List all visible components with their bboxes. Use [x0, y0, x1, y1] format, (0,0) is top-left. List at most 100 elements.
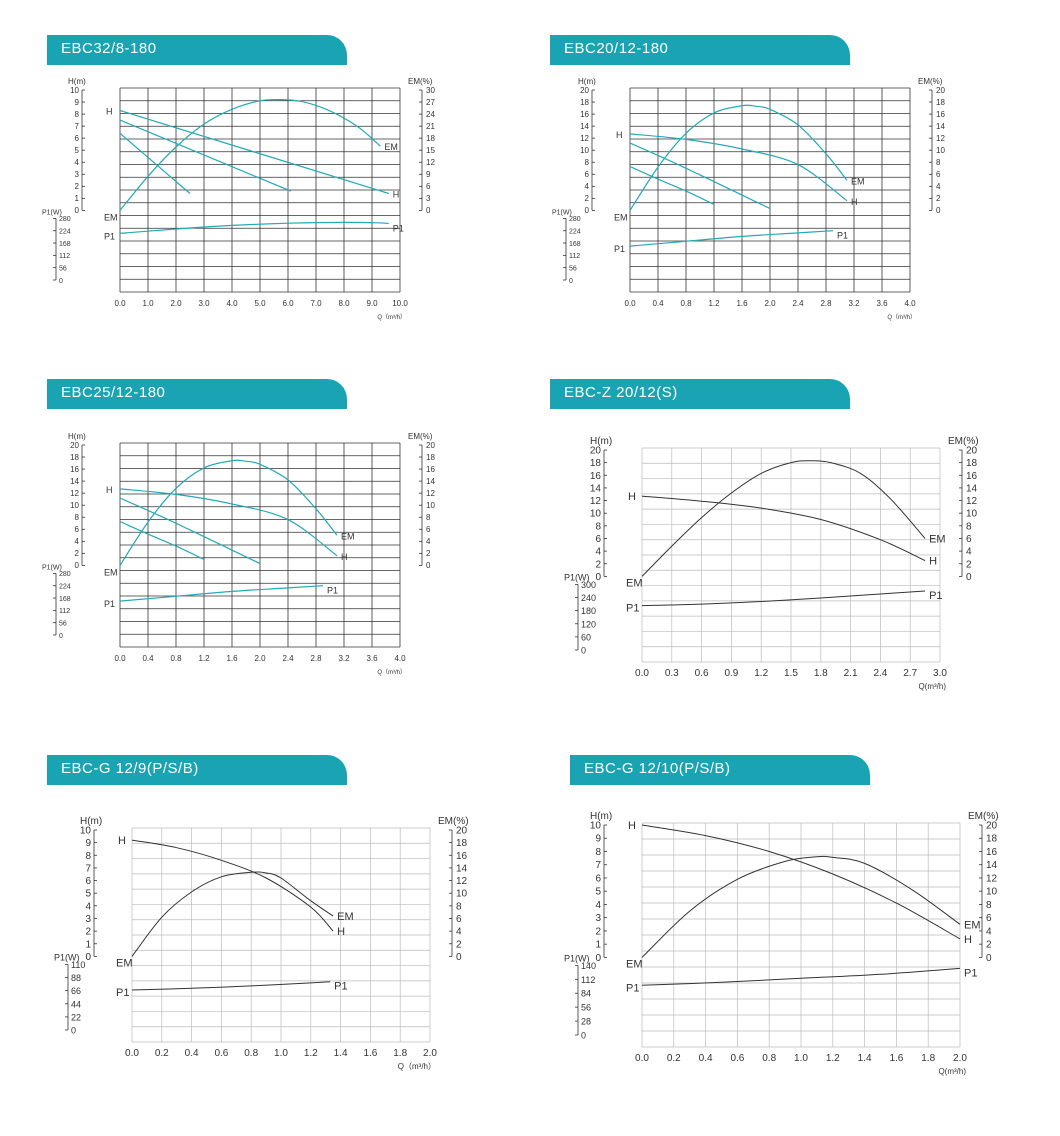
h-curve: [119, 119, 292, 192]
h-curve-label-start: H: [628, 820, 636, 832]
p1-axis-tick-label: 120: [581, 619, 596, 629]
h-curve: [119, 520, 205, 560]
p1-axis-tick-label: 280: [59, 571, 71, 578]
h-curve: [641, 495, 926, 562]
h-axis-tick-label: 18: [70, 453, 79, 462]
p1-curve-label-start: P1: [104, 231, 115, 241]
em-axis-tick-label: 12: [426, 489, 435, 498]
em-axis-tick-label: 12: [456, 876, 468, 887]
h-curve-label-end: H: [337, 926, 345, 938]
pump-curve-chart: H(m)20181614121086420P1(W)28022416811256…: [552, 77, 945, 321]
x-axis-tick-label: 1.2: [198, 654, 210, 663]
p1-curve-label-end: P1: [334, 981, 347, 993]
x-axis-tick-label: 1.8: [814, 668, 828, 679]
em-axis-tick-label: 18: [936, 98, 945, 107]
h-axis-tick-label: 3: [75, 170, 80, 179]
p1-curve: [641, 967, 961, 986]
em-axis-tick-label: 10: [456, 889, 468, 900]
h-axis-tick-label: 3: [595, 913, 601, 924]
em-axis-tick-label: 8: [456, 901, 462, 912]
h-axis-tick-label: 20: [70, 441, 79, 450]
h-axis-tick-label: 8: [75, 513, 80, 522]
h-axis-tick-label: 10: [590, 509, 602, 520]
p1-axis-tick-label: 112: [59, 253, 70, 260]
em-axis-tick-label: 8: [426, 513, 431, 522]
h-axis-tick-label: 14: [580, 122, 589, 131]
h-curve: [641, 824, 961, 940]
p1-curve: [119, 221, 389, 234]
x-axis-tick-label: 0.8: [680, 299, 692, 308]
em-axis-tick-label: 20: [986, 821, 998, 832]
h-axis-tick-label: 5: [595, 887, 601, 898]
x-axis-tick-label: 1.4: [334, 1048, 348, 1059]
h-axis-tick-label: 12: [70, 489, 79, 498]
em-curve-label-end: EM: [929, 533, 946, 545]
h-curve-label-end: H: [341, 552, 348, 562]
x-axis-tick-label: 0.4: [142, 654, 154, 663]
h-curve-label-end: H: [393, 190, 400, 200]
p1-axis-tick-label: 140: [581, 961, 596, 971]
chart-title: EBC25/12-180: [61, 384, 166, 401]
h-axis-tick-label: 0: [585, 206, 590, 215]
x-axis-tick-label: 4.0: [226, 299, 238, 308]
h-axis-tick-label: 12: [590, 496, 602, 507]
h-axis-tick-label: 8: [595, 847, 601, 858]
p1-axis-tick-label: 300: [581, 580, 596, 590]
p1-axis-tick-label: 224: [569, 229, 581, 236]
x-axis-label: Q（m³/h）: [398, 1062, 436, 1071]
h-axis-tick-label: 8: [75, 110, 80, 119]
p1-axis-tick-label: 224: [59, 229, 71, 236]
h-axis-tick-label: 7: [85, 863, 91, 874]
p1-curve-label-end: P1: [837, 231, 848, 241]
h-curve-label-end: H: [929, 556, 937, 568]
x-axis-tick-label: 6.0: [282, 299, 294, 308]
em-axis-tick-label: 6: [456, 914, 462, 925]
em-axis-tick-label: 8: [966, 521, 972, 532]
em-axis-tick-label: 2: [966, 559, 972, 570]
p1-axis-label: P1(W): [54, 952, 80, 962]
p1-curve-label-start: P1: [626, 603, 639, 615]
h-axis-tick-label: 2: [585, 194, 590, 203]
p1-axis-tick-label: 66: [71, 986, 81, 996]
x-axis-tick-label: 3.0: [198, 299, 210, 308]
pump-curve-chart: H(m)109876543210P1(W)1401128456280EM(%)2…: [564, 811, 999, 1076]
em-axis-label: EM(%): [408, 432, 433, 441]
h-curve-label-start: H: [106, 485, 113, 495]
em-curve: [641, 855, 961, 958]
p1-axis-tick-label: 224: [59, 584, 71, 591]
em-axis-tick-label: 12: [936, 134, 945, 143]
pump-curve-chart: H(m)109876543210P1(W)110886644220EM(%)20…: [54, 816, 469, 1071]
p1-axis-tick-label: 0: [569, 278, 573, 285]
h-axis-tick-label: 2: [595, 559, 601, 570]
x-axis-tick-label: 1.2: [826, 1053, 840, 1064]
x-axis-tick-label: 1.6: [226, 654, 238, 663]
chart-title-bar: EBC-G 12/10(P/S/B): [570, 755, 870, 785]
em-axis-tick-label: 0: [426, 206, 431, 215]
em-curve-label-start: EM: [104, 212, 118, 222]
h-axis-tick-label: 7: [75, 122, 80, 131]
chart-title-bar: EBC-Z 20/12(S): [550, 379, 850, 409]
x-axis-label: Q（m³/h）: [377, 669, 406, 676]
h-axis-tick-label: 2: [75, 549, 80, 558]
x-axis-tick-label: 3.6: [876, 299, 888, 308]
chart-title-bar: EBC32/8-180: [47, 35, 347, 65]
em-axis-tick-label: 8: [986, 900, 992, 911]
p1-axis-tick-label: 56: [59, 620, 67, 627]
em-axis-tick-label: 14: [426, 477, 435, 486]
em-axis-tick-label: 20: [456, 826, 468, 837]
x-axis-tick-label: 1.6: [363, 1048, 377, 1059]
em-axis-tick-label: 30: [426, 86, 435, 95]
x-axis-tick-label: 1.0: [274, 1048, 288, 1059]
em-curve-label-start: EM: [104, 567, 118, 577]
h-curve-label-start: H: [118, 835, 126, 847]
p1-axis-tick-label: 0: [59, 633, 63, 640]
p1-axis-tick-label: 44: [71, 999, 81, 1009]
h-axis-tick-label: 6: [75, 134, 80, 143]
h-curve: [119, 132, 191, 194]
x-axis-tick-label: 0.6: [214, 1048, 228, 1059]
h-curve-label-start: H: [628, 491, 636, 503]
chart-title-bar: EBC20/12-180: [550, 35, 850, 65]
p1-curve-label-end: P1: [964, 967, 977, 979]
p1-axis-tick-label: 168: [59, 596, 71, 603]
em-axis-tick-label: 6: [966, 534, 972, 545]
